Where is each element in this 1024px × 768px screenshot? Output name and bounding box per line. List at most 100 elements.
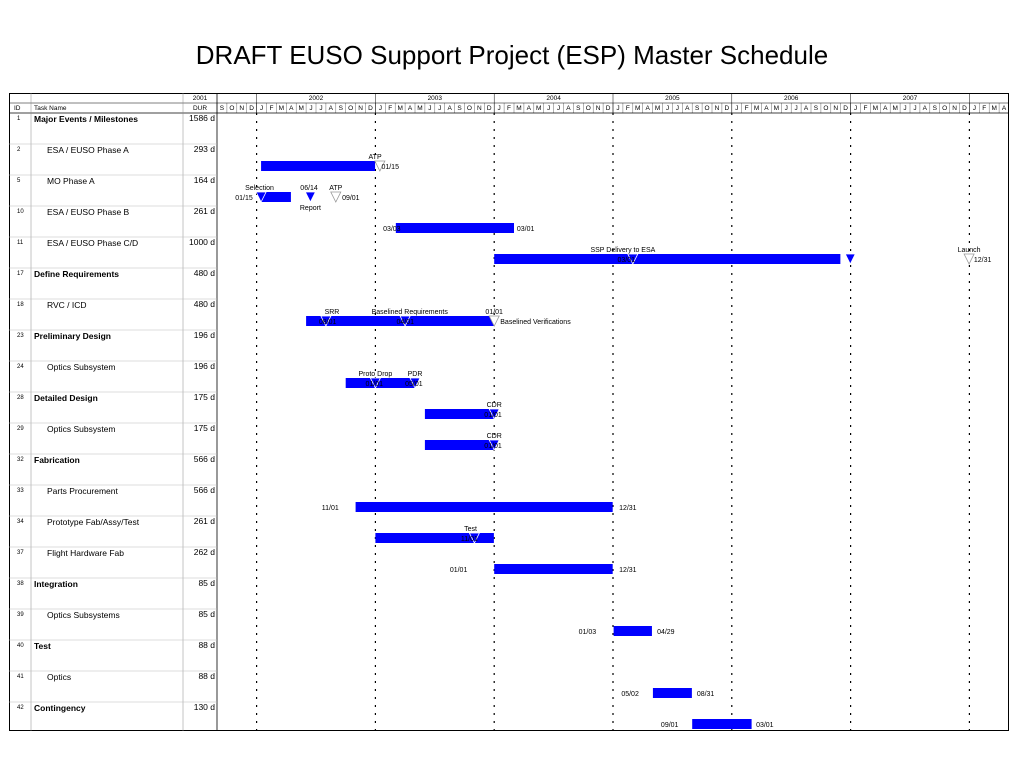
year-label: 2004 — [546, 95, 561, 102]
task-label: 11/01 — [461, 536, 478, 543]
task-label: 08/31 — [697, 691, 715, 698]
month-label: M — [516, 105, 521, 112]
task-label: 01/01 — [484, 412, 502, 419]
task-name: Optics Subsystems — [47, 610, 120, 620]
task-bar — [355, 502, 613, 512]
task-duration: 130 d — [194, 702, 216, 712]
task-name: Optics — [47, 672, 71, 682]
month-label: O — [823, 105, 828, 112]
task-label: 03/03 — [383, 226, 401, 233]
milestone-marker — [468, 532, 481, 544]
month-label: M — [754, 105, 759, 112]
month-label: J — [785, 105, 788, 112]
month-label: M — [397, 105, 402, 112]
task-id: 28 — [17, 395, 24, 401]
task-duration: 164 d — [194, 175, 216, 185]
task-label: 03/01 — [756, 722, 774, 729]
task-label: Selection — [245, 185, 274, 192]
milestone-hollow-marker — [330, 191, 342, 203]
month-label: J — [854, 105, 857, 112]
month-label: N — [477, 105, 482, 112]
month-label: N — [596, 105, 601, 112]
task-label: PDR — [408, 371, 423, 378]
month-label: J — [309, 105, 312, 112]
month-label: M — [892, 105, 897, 112]
task-name-header: Task Name — [34, 105, 67, 112]
year-label: 2006 — [784, 95, 799, 102]
task-bar — [424, 440, 494, 450]
month-label: M — [279, 105, 284, 112]
month-label: M — [417, 105, 422, 112]
task-duration: 566 d — [194, 454, 216, 464]
month-label: S — [339, 105, 344, 112]
month-label: S — [220, 105, 225, 112]
month-label: J — [735, 105, 738, 112]
year-label: 2007 — [903, 95, 918, 102]
task-id: 24 — [17, 364, 24, 370]
year-label: 2003 — [428, 95, 443, 102]
task-bar — [261, 161, 376, 171]
task-label: 12/31 — [619, 567, 637, 574]
month-label: J — [379, 105, 382, 112]
month-label: F — [745, 105, 749, 112]
month-label: M — [655, 105, 660, 112]
task-id: 42 — [17, 705, 24, 711]
task-label: Test — [464, 526, 477, 533]
month-label: D — [606, 105, 611, 112]
task-label: 04/29 — [657, 629, 675, 636]
task-label: 01/01 — [450, 567, 468, 574]
milestone-marker — [627, 253, 639, 265]
milestone-marker — [399, 315, 411, 327]
month-label: J — [498, 105, 501, 112]
task-name: ESA / EUSO Phase A — [47, 145, 129, 155]
month-label: A — [447, 105, 452, 112]
task-label: ATP — [369, 154, 382, 161]
task-label: 12/31 — [974, 257, 992, 264]
task-label: Launch — [958, 247, 981, 254]
task-duration: 480 d — [194, 299, 216, 309]
task-bar — [261, 192, 291, 202]
task-name: Define Requirements — [34, 269, 119, 279]
month-label: J — [666, 105, 669, 112]
month-label: D — [843, 105, 848, 112]
task-label: 01/15 — [235, 195, 253, 202]
task-name: Prototype Fab/Assy/Test — [47, 517, 140, 527]
dur-header: DUR — [193, 105, 207, 112]
month-label: D — [368, 105, 373, 112]
task-label: 03/01 — [617, 257, 635, 264]
task-label: 09/01 — [661, 722, 679, 729]
task-id: 29 — [17, 426, 24, 432]
milestone-marker — [488, 439, 500, 451]
task-name: ESA / EUSO Phase C/D — [47, 238, 138, 248]
month-label: N — [715, 105, 720, 112]
month-label: J — [260, 105, 263, 112]
month-label: J — [428, 105, 431, 112]
task-label: CDR — [487, 402, 502, 409]
page-title: DRAFT EUSO Support Project (ESP) Master … — [195, 40, 829, 70]
task-label: Proto Drop — [358, 371, 392, 378]
task-label: Report — [300, 205, 321, 212]
task-duration: 175 d — [194, 423, 216, 433]
task-label: 09/01 — [342, 195, 360, 202]
month-label: F — [626, 105, 630, 112]
month-label: M — [873, 105, 878, 112]
task-name: Integration — [34, 579, 78, 589]
task-label: 03/01 — [517, 226, 535, 233]
month-label: S — [814, 105, 819, 112]
month-label: S — [457, 105, 462, 112]
task-label: ATP — [329, 185, 342, 192]
month-label: A — [329, 105, 334, 112]
task-duration: 262 d — [194, 547, 216, 557]
task-label: 01/01 — [366, 381, 384, 388]
task-duration: 1586 d — [189, 113, 215, 123]
task-name: RVC / ICD — [47, 300, 87, 310]
task-label: Baselined Requirements — [372, 309, 449, 316]
task-id: 34 — [17, 519, 24, 525]
month-label: J — [557, 105, 560, 112]
task-duration: 88 d — [198, 671, 215, 681]
task-name: Optics Subsystem — [47, 362, 116, 372]
task-label: CDR — [487, 433, 502, 440]
task-label: 01/03 — [579, 629, 597, 636]
year-label: 2002 — [309, 95, 324, 102]
